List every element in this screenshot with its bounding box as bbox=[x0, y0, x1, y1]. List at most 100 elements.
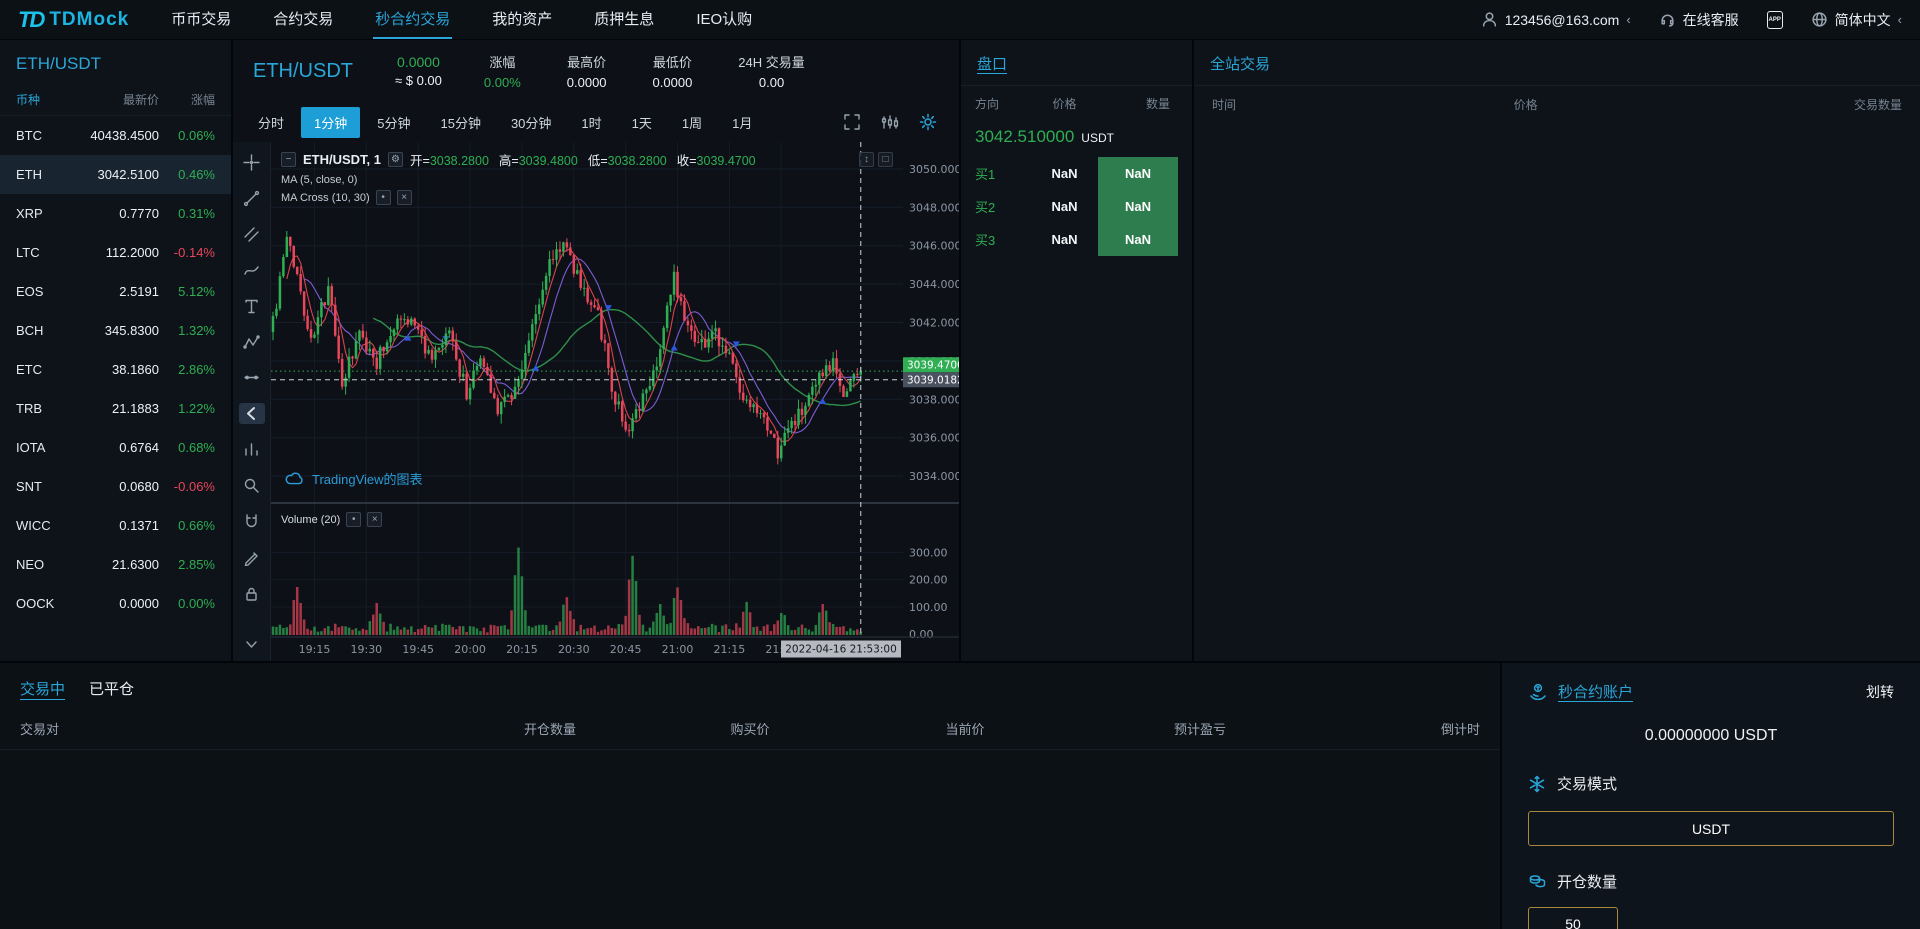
tradingview-chart[interactable]: 3050.0000 3048.0000 3046.0000 3044.0000 3042… bbox=[271, 142, 959, 661]
book-price: NaN bbox=[1051, 199, 1078, 214]
market-change: 0.00% bbox=[178, 596, 215, 611]
positions-tab-已平仓[interactable]: 已平仓 bbox=[89, 681, 135, 698]
positions-tab-交易中[interactable]: 交易中 bbox=[20, 681, 66, 698]
market-price: 21.1883 bbox=[112, 401, 159, 416]
interval-5分钟[interactable]: 5分钟 bbox=[364, 107, 423, 138]
nav-item-秒合约交易[interactable]: 秒合约交易 bbox=[373, 0, 453, 39]
lock-tool-icon[interactable] bbox=[239, 583, 265, 604]
histogram-tool-icon[interactable] bbox=[239, 439, 265, 460]
channel-tool-icon[interactable] bbox=[239, 224, 265, 245]
pane-move-icon[interactable]: ↕ bbox=[859, 152, 874, 167]
order-book-row-1[interactable]: 买1 NaN NaN bbox=[961, 157, 1192, 190]
trendline-tool-icon[interactable] bbox=[239, 188, 265, 209]
measure-tool-icon[interactable] bbox=[239, 368, 265, 389]
mode-label: 交易模式 bbox=[1557, 776, 1618, 793]
chart-header: ETH/USDT 0.0000 ≈ $ 0.00 涨幅 0.00% 最高价 0.000… bbox=[233, 40, 959, 102]
tradingview-watermark[interactable]: TradingView的图表 bbox=[285, 469, 423, 488]
volume-visibility-icon[interactable]: • bbox=[346, 512, 362, 527]
interval-分时[interactable]: 分时 bbox=[245, 107, 297, 138]
nav-item-质押生息[interactable]: 质押生息 bbox=[594, 11, 655, 28]
market-change: 0.46% bbox=[178, 167, 215, 182]
account-title[interactable]: 秒合约账户 bbox=[1558, 684, 1634, 701]
book-price-unit: USDT bbox=[1081, 131, 1114, 145]
indicator-remove-icon[interactable]: × bbox=[396, 190, 412, 205]
transfer-link[interactable]: 划转 bbox=[1866, 683, 1894, 700]
chart-plot[interactable]: 3050.0000 3048.0000 3046.0000 3044.0000 3042… bbox=[271, 142, 959, 661]
collapse-toolbar-icon[interactable] bbox=[239, 634, 265, 655]
legend-ohlc: 开=3038.2800 高=3039.4800 低=3038.2800 收=3039.… bbox=[410, 150, 756, 169]
market-row-eth[interactable]: ETH 3042.5100 0.46% bbox=[0, 155, 231, 194]
stat-label: 最高价 bbox=[567, 55, 607, 70]
interval-1月[interactable]: 1月 bbox=[719, 107, 765, 138]
chart-toolbar-right bbox=[843, 113, 947, 131]
market-symbol: SNT bbox=[16, 479, 42, 494]
legend-settings-icon[interactable]: ⚙ bbox=[388, 152, 404, 167]
amount-input[interactable] bbox=[1528, 907, 1618, 929]
zoom-tool-icon[interactable] bbox=[239, 475, 265, 496]
order-book-row-2[interactable]: 买2 NaN NaN bbox=[961, 190, 1192, 223]
nav-item-币币交易[interactable]: 币币交易 bbox=[171, 11, 232, 28]
pane-maximize-icon[interactable]: □ bbox=[878, 152, 893, 167]
book-price-value: 3042.510000 bbox=[975, 127, 1075, 146]
market-row-iota[interactable]: IOTA 0.6764 0.68% bbox=[0, 428, 231, 467]
order-book-row-3[interactable]: 买3 NaN NaN bbox=[961, 223, 1192, 256]
back-arrow-icon[interactable] bbox=[238, 403, 265, 425]
globe-icon bbox=[1811, 11, 1828, 28]
market-row-snt[interactable]: SNT 0.0680 -0.06% bbox=[0, 467, 231, 506]
site-trades-col-header: 时间 bbox=[1212, 98, 1237, 112]
market-row-btc[interactable]: BTC 40438.4500 0.06% bbox=[0, 116, 231, 155]
market-row-oock[interactable]: OOCK 0.0000 0.00% bbox=[0, 584, 231, 623]
nav-item-IEO认购[interactable]: IEO认购 bbox=[696, 11, 753, 28]
edit-tool-icon[interactable] bbox=[239, 547, 265, 568]
magnet-tool-icon[interactable] bbox=[239, 511, 265, 532]
market-symbol: IOTA bbox=[16, 440, 46, 455]
order-book-price: 3042.510000 USDT bbox=[961, 119, 1192, 157]
market-row-trb[interactable]: TRB 21.1883 1.22% bbox=[0, 389, 231, 428]
book-amount: NaN bbox=[1098, 223, 1178, 256]
legend-symbol: ETH/USDT, 1 bbox=[303, 152, 382, 167]
nav-item-我的资产[interactable]: 我的资产 bbox=[492, 11, 553, 28]
market-symbol: EOS bbox=[16, 284, 44, 299]
interval-1时[interactable]: 1时 bbox=[568, 107, 614, 138]
app-download[interactable]: APP bbox=[1766, 10, 1783, 29]
market-rows: BTC 40438.4500 0.06% ETH 3042.5100 0.46% XRP 0.… bbox=[0, 116, 231, 623]
fullscreen-icon[interactable] bbox=[843, 113, 861, 131]
settings-gear-icon[interactable] bbox=[919, 113, 937, 131]
svg-text:20:45: 20:45 bbox=[610, 643, 642, 656]
brand-logo[interactable]: TD TDMock bbox=[18, 0, 129, 39]
indicator-icon[interactable] bbox=[881, 113, 899, 131]
positions-table-head: 交易对 开仓数量 购买价 当前价 预计盈亏 倒计时 bbox=[0, 708, 1500, 750]
volume-remove-icon[interactable]: × bbox=[367, 512, 383, 527]
svg-text:3039.4700: 3039.4700 bbox=[907, 359, 959, 371]
indicator-visibility-icon[interactable]: • bbox=[375, 190, 391, 205]
market-price: 38.1860 bbox=[112, 362, 159, 377]
interval-15分钟[interactable]: 15分钟 bbox=[427, 107, 493, 138]
market-row-wicc[interactable]: WICC 0.1371 0.66% bbox=[0, 506, 231, 545]
market-row-bch[interactable]: BCH 345.8300 1.32% bbox=[0, 311, 231, 350]
positions-col-header: 预计盈亏 bbox=[1173, 722, 1226, 737]
market-row-neo[interactable]: NEO 21.6300 2.85% bbox=[0, 545, 231, 584]
interval-1天[interactable]: 1天 bbox=[619, 107, 665, 138]
logo-mark: TD bbox=[18, 6, 45, 32]
pattern-tool-icon[interactable] bbox=[239, 332, 265, 353]
stat-24H 交易量: 24H 交易量 0.00 bbox=[738, 52, 804, 90]
market-row-etc[interactable]: ETC 38.1860 2.86% bbox=[0, 350, 231, 389]
language-menu[interactable]: 简体中文 ‹ bbox=[1811, 10, 1902, 30]
support-link[interactable]: 在线客服 bbox=[1659, 10, 1739, 30]
stat-最低价: 最低价 0.0000 bbox=[653, 52, 693, 90]
interval-1周[interactable]: 1周 bbox=[669, 107, 715, 138]
mode-select-button[interactable]: USDT bbox=[1528, 811, 1894, 846]
nav-item-合约交易[interactable]: 合约交易 bbox=[273, 11, 334, 28]
interval-30分钟[interactable]: 30分钟 bbox=[498, 107, 564, 138]
market-row-xrp[interactable]: XRP 0.7770 0.31% bbox=[0, 194, 231, 233]
user-account-menu[interactable]: 123456@163.com ‹ bbox=[1481, 11, 1631, 28]
chevron-icon: ‹ bbox=[1626, 12, 1631, 27]
crosshair-tool-icon[interactable] bbox=[239, 152, 265, 173]
market-symbol: ETH bbox=[16, 167, 42, 182]
brush-tool-icon[interactable] bbox=[239, 260, 265, 281]
interval-1分钟[interactable]: 1分钟 bbox=[301, 106, 361, 138]
market-row-eos[interactable]: EOS 2.5191 5.12% bbox=[0, 272, 231, 311]
market-row-ltc[interactable]: LTC 112.2000 -0.14% bbox=[0, 233, 231, 272]
text-tool-icon[interactable] bbox=[239, 296, 265, 317]
collapse-legend-icon[interactable]: − bbox=[281, 152, 296, 167]
